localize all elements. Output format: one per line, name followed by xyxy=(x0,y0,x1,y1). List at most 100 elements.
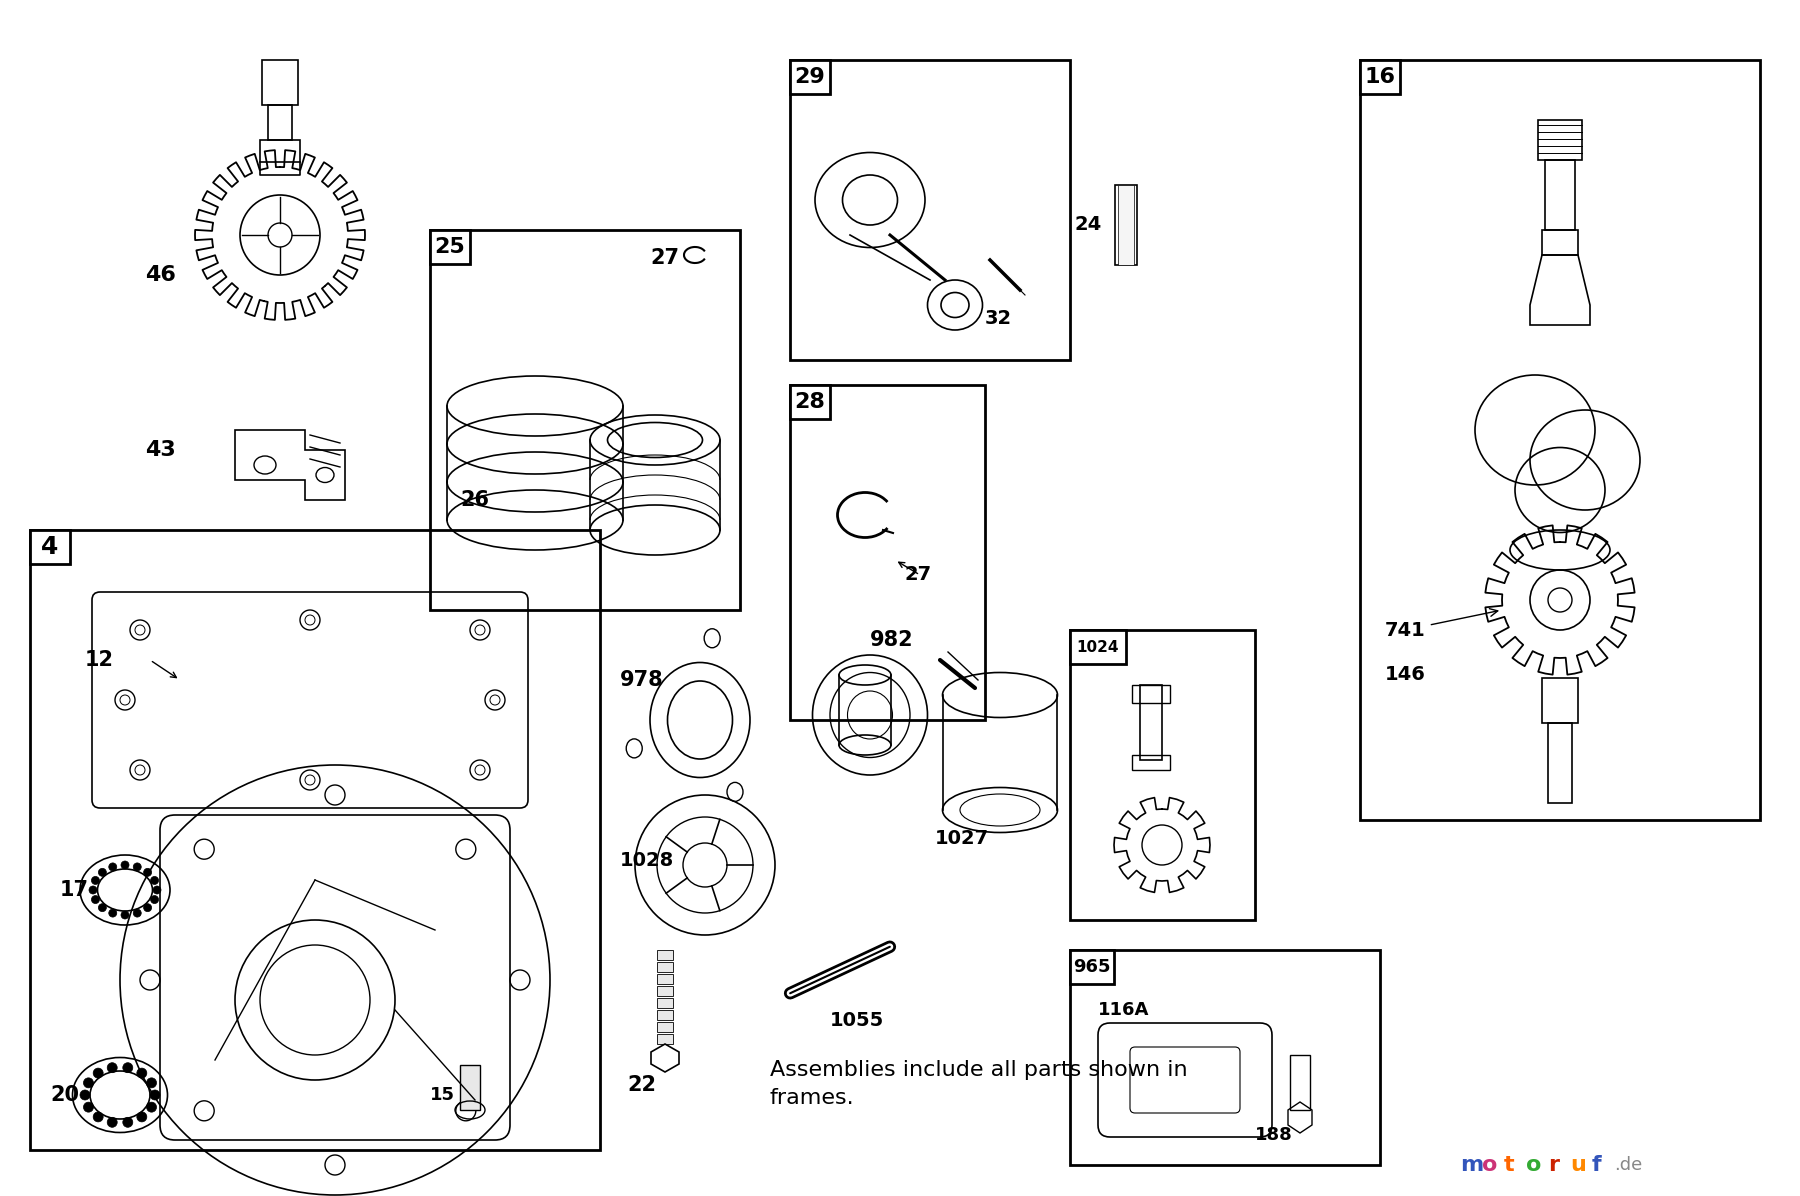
Bar xyxy=(790,385,985,720)
Text: 982: 982 xyxy=(869,630,914,649)
Circle shape xyxy=(94,1068,103,1078)
Circle shape xyxy=(94,1112,103,1122)
Bar xyxy=(31,530,599,1151)
Bar xyxy=(657,986,673,996)
Text: 24: 24 xyxy=(1075,215,1102,234)
Circle shape xyxy=(146,1103,157,1112)
Text: f: f xyxy=(1591,1155,1602,1174)
Text: 22: 22 xyxy=(626,1075,655,1096)
Bar xyxy=(657,962,673,972)
Bar xyxy=(1543,230,1579,255)
Bar xyxy=(268,105,292,140)
Bar xyxy=(1069,630,1127,664)
Text: m: m xyxy=(1460,1155,1483,1174)
Circle shape xyxy=(121,911,130,919)
Circle shape xyxy=(108,862,117,871)
Bar xyxy=(790,60,830,94)
Text: 20: 20 xyxy=(50,1085,79,1105)
Bar xyxy=(1361,60,1760,820)
Bar xyxy=(657,1009,673,1020)
Bar xyxy=(790,385,830,419)
Circle shape xyxy=(133,909,140,917)
Text: 1055: 1055 xyxy=(830,1011,884,1030)
Text: 17: 17 xyxy=(59,880,88,901)
Text: o: o xyxy=(1526,1155,1541,1174)
Circle shape xyxy=(144,868,151,877)
Circle shape xyxy=(137,1112,148,1122)
Circle shape xyxy=(151,877,158,884)
Circle shape xyxy=(92,877,99,884)
Text: 27: 27 xyxy=(905,566,932,585)
Text: 188: 188 xyxy=(1255,1125,1292,1145)
Bar xyxy=(657,950,673,960)
Circle shape xyxy=(99,904,106,911)
Circle shape xyxy=(153,886,160,893)
Circle shape xyxy=(151,896,158,903)
Circle shape xyxy=(122,1117,133,1128)
Circle shape xyxy=(137,1068,148,1078)
Text: 28: 28 xyxy=(794,392,826,411)
Circle shape xyxy=(149,1090,160,1100)
Text: 26: 26 xyxy=(461,490,490,509)
Bar xyxy=(657,1023,673,1032)
Bar xyxy=(1114,185,1138,266)
Text: 27: 27 xyxy=(650,248,679,268)
Text: 29: 29 xyxy=(794,67,826,87)
Text: .de: .de xyxy=(1615,1157,1642,1174)
Text: 43: 43 xyxy=(146,440,176,460)
Text: 32: 32 xyxy=(985,309,1012,328)
Circle shape xyxy=(133,862,140,871)
Circle shape xyxy=(108,1063,117,1073)
Circle shape xyxy=(144,904,151,911)
Text: 15: 15 xyxy=(430,1086,455,1104)
Circle shape xyxy=(79,1090,90,1100)
Bar xyxy=(1069,630,1255,920)
Circle shape xyxy=(92,896,99,903)
Bar xyxy=(657,997,673,1008)
Bar xyxy=(1118,185,1134,266)
Bar xyxy=(790,60,1069,360)
Text: r: r xyxy=(1548,1155,1559,1174)
Circle shape xyxy=(88,886,97,893)
Text: 741: 741 xyxy=(1384,609,1498,640)
Bar xyxy=(1537,120,1582,160)
Bar xyxy=(1139,685,1163,759)
Text: 46: 46 xyxy=(146,266,176,285)
Circle shape xyxy=(83,1103,94,1112)
Bar xyxy=(31,530,70,565)
Text: 978: 978 xyxy=(619,670,664,690)
Text: Assemblies include all parts shown in
frames.: Assemblies include all parts shown in fr… xyxy=(770,1060,1188,1107)
Circle shape xyxy=(108,909,117,917)
Circle shape xyxy=(83,1078,94,1088)
Text: 12: 12 xyxy=(85,649,113,670)
Circle shape xyxy=(121,861,130,869)
Circle shape xyxy=(108,1117,117,1128)
Bar xyxy=(1544,160,1575,230)
Bar xyxy=(1069,950,1114,984)
Text: u: u xyxy=(1570,1155,1586,1174)
Bar xyxy=(657,1035,673,1044)
Bar xyxy=(657,974,673,984)
Bar xyxy=(461,1064,481,1110)
Text: 1027: 1027 xyxy=(934,829,990,848)
Bar xyxy=(1132,685,1170,703)
Text: t: t xyxy=(1505,1155,1514,1174)
Bar xyxy=(430,230,740,610)
Bar xyxy=(263,60,299,105)
Bar xyxy=(1543,678,1579,724)
Bar xyxy=(430,230,470,264)
Text: 4: 4 xyxy=(41,535,59,559)
Text: 1024: 1024 xyxy=(1076,640,1120,654)
Text: 16: 16 xyxy=(1364,67,1395,87)
Circle shape xyxy=(99,868,106,877)
Text: 965: 965 xyxy=(1073,958,1111,976)
Circle shape xyxy=(122,1063,133,1073)
Bar xyxy=(1291,1055,1310,1110)
Bar xyxy=(1548,724,1571,803)
Text: 146: 146 xyxy=(1384,665,1426,684)
Text: 1028: 1028 xyxy=(619,850,675,869)
Text: 116A: 116A xyxy=(1098,1001,1150,1019)
Bar xyxy=(259,140,301,161)
Circle shape xyxy=(146,1078,157,1088)
Bar xyxy=(1132,755,1170,770)
